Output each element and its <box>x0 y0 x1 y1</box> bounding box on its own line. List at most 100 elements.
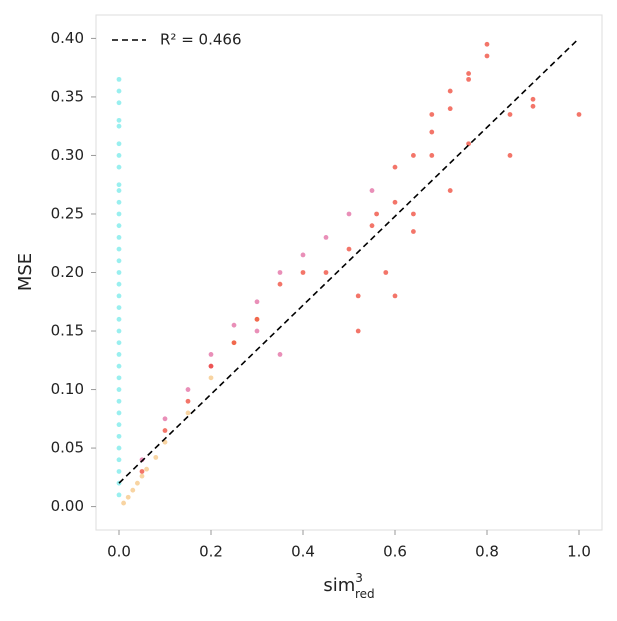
point <box>162 416 168 422</box>
point <box>162 439 168 445</box>
point <box>254 316 260 322</box>
x-label-sub: red <box>355 587 375 601</box>
x-tick-label: 0.4 <box>291 543 315 561</box>
point <box>116 445 122 451</box>
legend-label: R² = 0.466 <box>160 31 241 49</box>
point <box>369 223 375 229</box>
point <box>116 457 122 463</box>
point <box>411 153 416 158</box>
point <box>162 428 168 433</box>
point <box>153 455 159 460</box>
point <box>116 100 122 106</box>
point <box>116 153 122 158</box>
point <box>374 211 379 217</box>
y-tick-label: 0.15 <box>51 322 84 340</box>
point <box>116 281 122 287</box>
point <box>139 457 145 463</box>
point <box>116 398 122 404</box>
point <box>429 129 435 135</box>
plot-frame <box>95 14 603 531</box>
point <box>116 199 122 205</box>
point <box>185 398 191 404</box>
point <box>116 258 122 264</box>
point <box>144 466 150 472</box>
point <box>346 246 352 252</box>
point <box>411 211 416 217</box>
point <box>116 76 122 82</box>
x-axis-label: sim3 red <box>323 571 374 601</box>
point <box>139 469 145 474</box>
point <box>185 387 191 392</box>
point <box>116 117 122 123</box>
point <box>116 141 122 147</box>
y-tick-label: 0.10 <box>51 380 84 398</box>
point <box>466 71 471 76</box>
point <box>530 103 536 109</box>
point <box>208 363 214 369</box>
point <box>116 352 122 357</box>
point <box>392 164 398 170</box>
point <box>484 53 490 59</box>
x-label-base: sim <box>323 575 355 596</box>
point <box>231 322 237 328</box>
y-tick-label: 0.40 <box>51 29 84 47</box>
point <box>277 352 283 357</box>
point <box>300 270 306 275</box>
point <box>447 88 453 94</box>
point <box>208 352 214 357</box>
point <box>355 328 361 334</box>
point <box>135 480 140 486</box>
point <box>116 433 122 439</box>
point <box>116 270 122 275</box>
point <box>277 270 283 275</box>
point <box>576 112 582 117</box>
point <box>125 494 131 500</box>
point <box>116 88 122 94</box>
point <box>116 234 122 240</box>
point <box>383 270 389 275</box>
point <box>323 234 329 240</box>
point <box>507 112 513 117</box>
point <box>254 328 260 334</box>
x-tick-label: 1.0 <box>567 543 591 561</box>
point <box>447 106 453 112</box>
point <box>355 293 361 299</box>
point <box>208 375 214 381</box>
point <box>116 410 122 416</box>
point <box>466 141 471 147</box>
x-tick-label: 0.0 <box>107 543 131 561</box>
y-tick-label: 0.25 <box>51 204 84 222</box>
y-axis-label: MSE <box>15 253 36 291</box>
x-tick-label: 0.2 <box>199 543 223 561</box>
point <box>116 305 122 311</box>
point <box>116 188 122 193</box>
point <box>392 199 398 205</box>
point <box>130 487 136 493</box>
point <box>466 76 471 82</box>
x-label-sup: 3 <box>355 571 363 585</box>
point <box>116 363 122 369</box>
point <box>139 473 145 479</box>
point <box>116 182 122 188</box>
y-tick-label: 0.30 <box>51 146 84 164</box>
point <box>447 188 453 193</box>
point <box>116 469 122 474</box>
point <box>116 293 122 299</box>
y-tick-label: 0.35 <box>51 87 84 105</box>
point <box>185 410 191 416</box>
point <box>121 500 126 506</box>
point <box>507 153 513 158</box>
y-tick-label: 0.20 <box>51 263 84 281</box>
point <box>411 229 416 234</box>
x-tick-label: 0.6 <box>383 543 407 561</box>
fit-line <box>118 37 580 484</box>
point <box>116 328 122 334</box>
point <box>116 211 122 217</box>
point <box>323 270 329 275</box>
point <box>300 252 306 258</box>
point <box>484 41 490 47</box>
point <box>116 422 122 428</box>
point <box>116 375 122 381</box>
point <box>277 281 283 287</box>
point <box>116 340 122 346</box>
